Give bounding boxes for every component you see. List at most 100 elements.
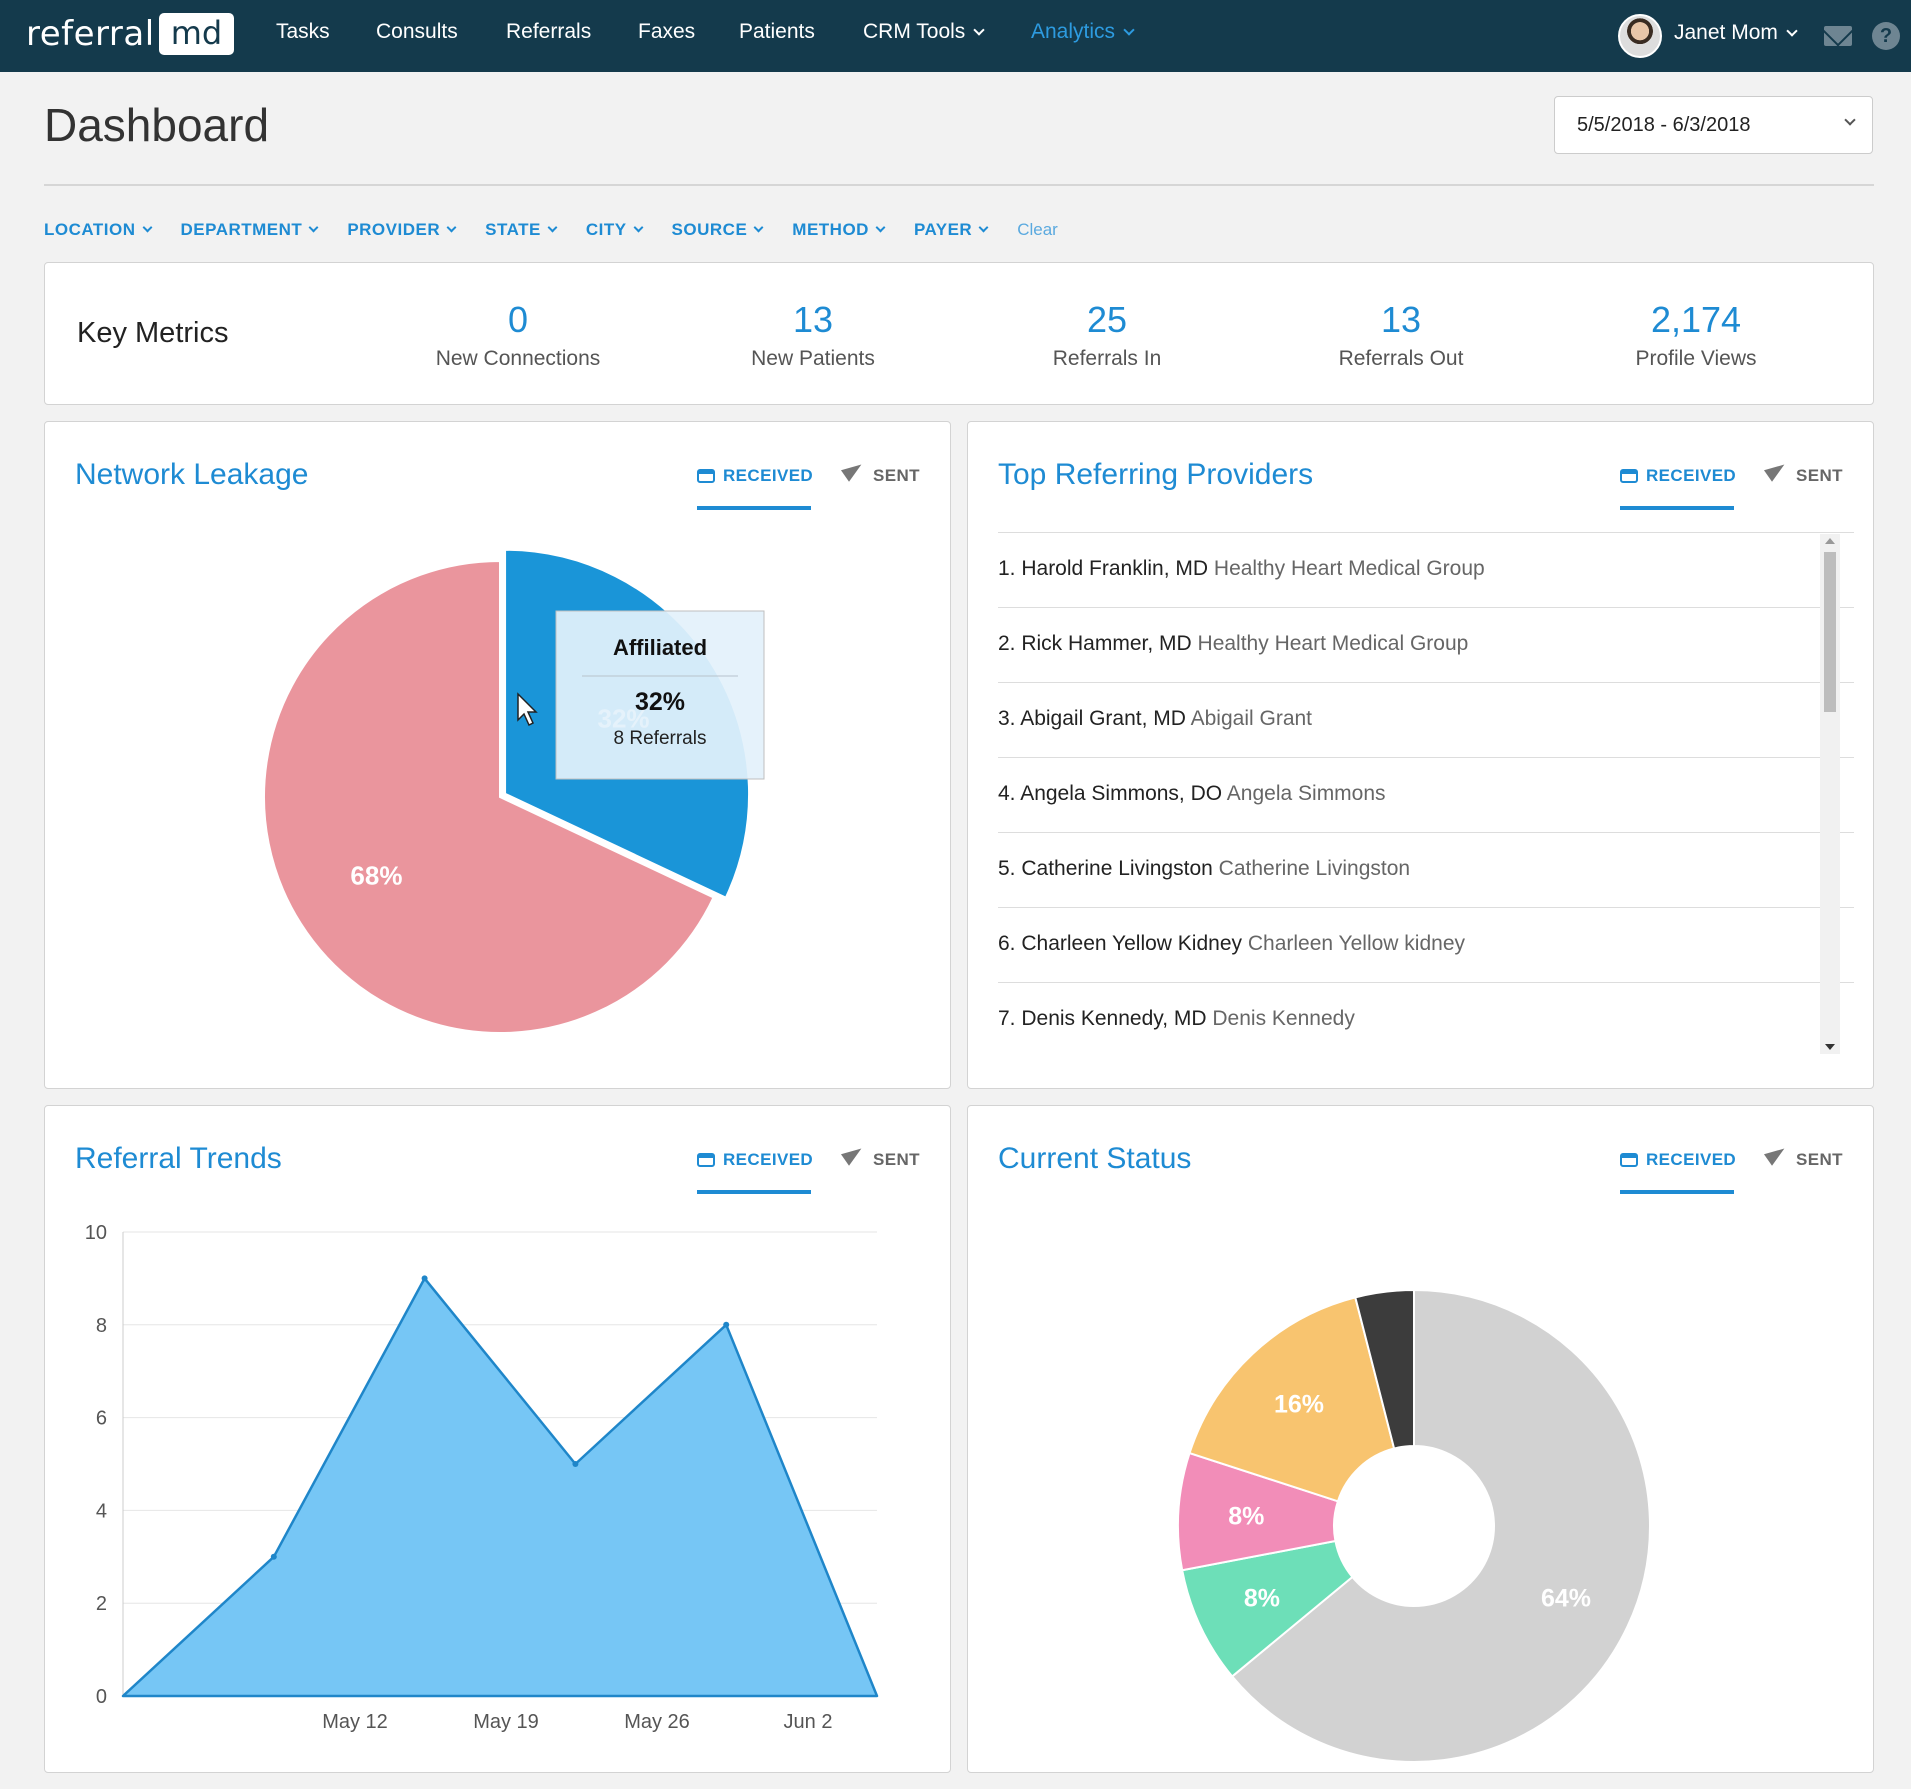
y-tick-label: 10 — [85, 1222, 107, 1244]
x-tick-label: May 26 — [624, 1711, 690, 1733]
nav-patients[interactable]: Patients — [739, 20, 815, 44]
provider-org: Healthy Heart Medical Group — [1197, 632, 1469, 655]
page-title: Dashboard — [44, 99, 270, 151]
nav-referrals[interactable]: Referrals — [506, 20, 591, 44]
tab-received-label: RECEIVED — [723, 466, 814, 485]
header-divider — [44, 184, 1874, 186]
active-tab-indicator — [697, 1190, 811, 1194]
providers-scrollbar[interactable] — [1820, 534, 1840, 1054]
list-item[interactable]: 1. Harold Franklin, MD Healthy Heart Med… — [998, 532, 1854, 607]
metric-value: 25 — [1086, 299, 1128, 340]
tab-sent[interactable]: SENT — [1768, 466, 1843, 486]
inbox-icon — [1620, 469, 1638, 483]
help-icon[interactable]: ? — [1872, 22, 1900, 50]
filter-provider-label: PROVIDER — [347, 220, 441, 239]
current-status-chart: 64% 8% 8% 16% — [1177, 1288, 1651, 1763]
tab-sent[interactable]: SENT — [845, 1150, 920, 1170]
provider-name: 2. Rick Hammer, MD — [998, 632, 1192, 655]
provider-label: 6. Charleen Yellow Kidney Charleen Yello… — [998, 932, 1465, 956]
provider-name: 3. Abigail Grant, MD — [998, 707, 1186, 730]
metric-label: Referrals Out — [1338, 347, 1464, 370]
donut-slice-label: 64% — [1541, 1585, 1591, 1613]
mail-icon[interactable] — [1824, 26, 1852, 46]
chevron-down-icon — [875, 222, 886, 233]
filter-location[interactable]: LOCATION — [44, 220, 152, 240]
provider-org: Angela Simmons — [1226, 782, 1386, 805]
filter-method[interactable]: METHOD — [792, 220, 886, 240]
provider-label: 7. Denis Kennedy, MD Denis Kennedy — [998, 1007, 1355, 1031]
filter-city-label: CITY — [585, 220, 627, 239]
nav-crm-tools[interactable]: CRM Tools — [863, 20, 985, 44]
data-point — [270, 1553, 277, 1560]
filter-provider[interactable]: PROVIDER — [347, 220, 457, 240]
list-item[interactable]: 3. Abigail Grant, MD Abigail Grant1 — [998, 682, 1854, 757]
nav-faxes[interactable]: Faxes — [638, 20, 695, 44]
list-item[interactable]: 6. Charleen Yellow Kidney Charleen Yello… — [998, 907, 1854, 982]
metric-value: 13 — [792, 299, 834, 340]
date-range-select[interactable]: 5/5/2018 - 6/3/2018 — [1554, 96, 1873, 154]
key-metrics-label: Key Metrics — [77, 317, 229, 349]
clear-filters-link[interactable]: Clear — [1017, 220, 1058, 239]
tab-received[interactable]: RECEIVED — [697, 466, 813, 486]
chevron-down-icon — [1786, 24, 1798, 37]
chart-tooltip: Affiliated 32% 8 Referrals — [555, 610, 765, 780]
filter-state-label: STATE — [485, 220, 541, 239]
tab-received[interactable]: RECEIVED — [1620, 466, 1736, 486]
tab-received[interactable]: RECEIVED — [697, 1150, 813, 1170]
metric-referrals-in: 25 Referrals In — [977, 299, 1237, 371]
list-item[interactable]: 4. Angela Simmons, DO Angela Simmons1 — [998, 757, 1854, 832]
provider-label: 1. Harold Franklin, MD Healthy Heart Med… — [998, 557, 1485, 581]
metric-value: 0 — [507, 299, 529, 340]
tab-received[interactable]: RECEIVED — [1620, 1150, 1736, 1170]
provider-org: Denis Kennedy — [1212, 1007, 1355, 1030]
scroll-down-arrow-icon[interactable] — [1825, 1044, 1835, 1050]
metric-value: 2,174 — [1650, 299, 1742, 340]
user-menu[interactable]: Janet Mom — [1674, 21, 1798, 45]
scrollbar-thumb[interactable] — [1824, 552, 1836, 712]
nav-consults[interactable]: Consults — [376, 20, 458, 44]
nav-tasks-label: Tasks — [276, 20, 330, 43]
referral-trends-panel: Referral Trends RECEIVED SENT 0 2 4 6 8 10 May… — [44, 1105, 951, 1773]
top-navigation-bar: referral md Tasks Consults Referrals Fax… — [0, 0, 1911, 72]
y-tick-label: 8 — [96, 1315, 107, 1337]
nav-analytics[interactable]: Analytics — [1031, 20, 1135, 44]
nav-referrals-label: Referrals — [506, 20, 592, 43]
filter-state[interactable]: STATE — [485, 220, 558, 240]
paper-plane-icon — [1768, 467, 1788, 485]
y-tick-label: 6 — [96, 1408, 107, 1430]
filter-payer[interactable]: PAYER — [914, 220, 989, 240]
filter-city[interactable]: CITY — [585, 220, 643, 240]
filter-source-label: SOURCE — [671, 220, 748, 239]
provider-label: 4. Angela Simmons, DO Angela Simmons — [998, 782, 1386, 806]
tooltip-title: Affiliated — [613, 635, 707, 660]
referralmd-logo[interactable]: referral md — [26, 12, 235, 56]
list-item[interactable]: 2. Rick Hammer, MD Healthy Heart Medical… — [998, 607, 1854, 682]
provider-name: 6. Charleen Yellow Kidney — [998, 932, 1243, 955]
tab-sent[interactable]: SENT — [845, 466, 920, 486]
filter-department[interactable]: DEPARTMENT — [181, 220, 319, 240]
metric-label: Referrals In — [1052, 347, 1162, 370]
inbox-icon — [697, 469, 715, 483]
provider-name: 7. Denis Kennedy, MD — [998, 1007, 1207, 1030]
nav-tasks[interactable]: Tasks — [276, 20, 330, 44]
provider-name: 5. Catherine Livingston — [998, 857, 1213, 880]
provider-label: 5. Catherine Livingston Catherine Living… — [998, 857, 1410, 881]
list-item[interactable]: 5. Catherine Livingston Catherine Living… — [998, 832, 1854, 907]
tab-received-label: RECEIVED — [723, 1150, 814, 1169]
filter-location-label: LOCATION — [44, 220, 136, 239]
user-avatar[interactable] — [1618, 14, 1662, 58]
nav-patients-label: Patients — [739, 20, 815, 43]
current-status-panel: Current Status RECEIVED SENT 64% 8% 8% 16% — [967, 1105, 1874, 1773]
chevron-down-icon — [1844, 114, 1856, 126]
scroll-up-arrow-icon[interactable] — [1825, 538, 1835, 544]
filter-source[interactable]: SOURCE — [671, 220, 764, 240]
donut-slice-label: 8% — [1244, 1585, 1280, 1613]
list-item[interactable]: 7. Denis Kennedy, MD Denis Kennedy1 — [998, 982, 1854, 1057]
tab-sent-label: SENT — [873, 1150, 920, 1169]
provider-name: 1. Harold Franklin, MD — [998, 557, 1209, 580]
chevron-down-icon — [308, 222, 319, 233]
metric-referrals-out: 13 Referrals Out — [1271, 299, 1531, 371]
tab-sent[interactable]: SENT — [1768, 1150, 1843, 1170]
chevron-down-icon — [978, 222, 989, 233]
panel-title: Current Status — [998, 1142, 1192, 1175]
